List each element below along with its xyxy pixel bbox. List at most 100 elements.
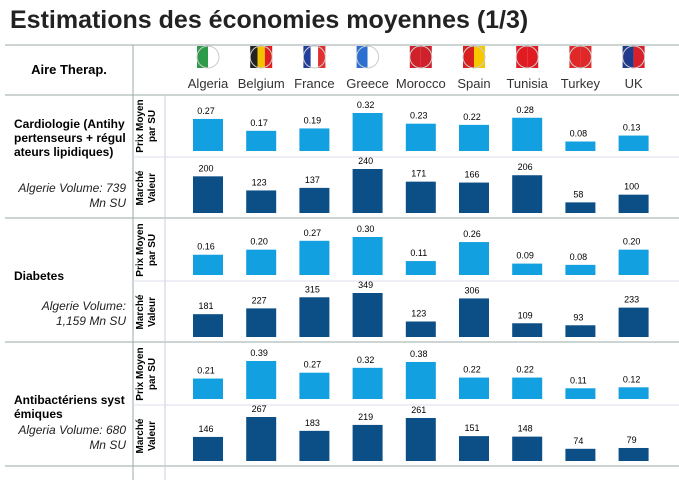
chart-label: Prix Moyen par SU (135, 347, 158, 401)
value-label: 181 (198, 301, 213, 311)
bar (299, 187, 330, 213)
bar (246, 361, 277, 399)
value-label: 123 (411, 308, 426, 318)
section-volume: Algerie Volume: 1,159 Mn SU (41, 299, 126, 328)
flag-part (420, 46, 432, 68)
flag-part (516, 46, 528, 68)
value-label: 261 (411, 405, 426, 415)
country-label: Morocco (395, 76, 446, 91)
value-label: 93 (573, 312, 583, 322)
bar (405, 417, 436, 461)
value-label: 0.17 (250, 118, 268, 128)
flag-ring (462, 45, 486, 69)
flag-ring (249, 45, 273, 69)
bar (246, 130, 277, 151)
bar (299, 297, 330, 337)
value-label: 233 (624, 295, 639, 305)
bar (405, 261, 436, 275)
country-label: France (294, 76, 335, 91)
flag-part (303, 46, 311, 68)
bar (512, 323, 543, 337)
bar (512, 436, 543, 461)
value-label: 79 (627, 435, 637, 445)
bar (565, 325, 596, 337)
value-label: 0.19 (304, 115, 322, 125)
bar (246, 190, 277, 213)
bar (405, 361, 436, 399)
bar (459, 182, 489, 213)
bar (352, 293, 383, 337)
country-label: Turkey (560, 76, 601, 91)
value-label: 166 (464, 170, 479, 180)
value-label: 227 (252, 295, 267, 305)
flag-ring (622, 45, 646, 69)
value-label: 0.39 (250, 348, 268, 358)
bar (512, 377, 543, 399)
flag-part (197, 46, 208, 68)
flag-part (208, 46, 219, 68)
value-label: 0.16 (197, 242, 215, 252)
bar (299, 372, 330, 399)
value-label: 0.20 (250, 237, 268, 247)
value-label: 0.08 (570, 252, 588, 262)
country-label: UK (624, 76, 643, 91)
value-label: 0.11 (410, 248, 427, 258)
bar (352, 169, 383, 213)
value-label: 0.26 (463, 229, 481, 239)
section-volume: Algeria Volume: 680 Mn SU (18, 423, 126, 452)
value-label: 0.08 (570, 129, 588, 139)
column-header: Aire Therap. (31, 62, 107, 77)
value-label: 0.22 (516, 365, 534, 375)
country-label: Algeria (187, 76, 229, 91)
bar (565, 448, 596, 461)
bar (618, 307, 649, 337)
bar (459, 377, 489, 399)
bar (618, 249, 649, 275)
bar (565, 202, 596, 213)
value-label: 109 (518, 310, 533, 320)
value-label: 0.11 (570, 375, 587, 385)
flag-part (310, 46, 319, 68)
flag-part (569, 46, 581, 68)
flag-part (527, 46, 539, 68)
bar (352, 237, 383, 275)
flag-part (318, 46, 326, 68)
flag-ring (409, 45, 433, 69)
bar (352, 424, 383, 461)
flag-part (367, 46, 379, 68)
chart-label: Prix Moyen par SU (135, 223, 158, 277)
value-label: 0.22 (463, 112, 481, 122)
value-label: 148 (518, 424, 533, 434)
value-label: 100 (624, 182, 639, 192)
flag-part (257, 46, 265, 68)
bar (565, 264, 596, 275)
value-label: 0.09 (516, 251, 534, 261)
bar (565, 388, 596, 399)
value-label: 306 (464, 285, 479, 295)
chart-label: Marché Valeur (135, 170, 158, 206)
bar (246, 417, 277, 461)
value-label: 151 (464, 423, 479, 433)
value-label: 0.22 (463, 365, 481, 375)
bar (512, 263, 543, 275)
country-label: Tunisia (506, 76, 548, 91)
value-label: 0.38 (410, 349, 428, 359)
section-label: Antibactériens systémiques (14, 393, 125, 421)
bar (618, 387, 649, 399)
bar (618, 194, 649, 213)
value-label: 0.21 (197, 366, 215, 376)
value-label: 206 (518, 162, 533, 172)
chart-label: Marché Valeur (135, 418, 158, 454)
bar (246, 249, 277, 275)
bar (459, 298, 489, 337)
bar (352, 113, 383, 151)
flag-part (633, 46, 645, 68)
flag-ring (568, 45, 592, 69)
bar (299, 128, 330, 151)
value-label: 137 (305, 175, 320, 185)
flag-part (409, 46, 421, 68)
bar (512, 175, 543, 213)
value-label: 146 (198, 424, 213, 434)
